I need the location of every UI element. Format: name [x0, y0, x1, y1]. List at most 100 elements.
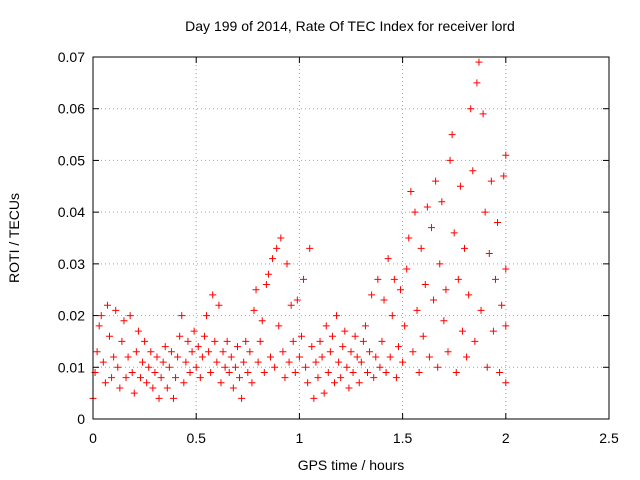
data-point [258, 317, 266, 325]
data-point [370, 374, 378, 382]
data-point [318, 353, 326, 361]
data-point [479, 110, 487, 118]
data-point [427, 224, 435, 232]
data-point [368, 291, 376, 299]
data-point [411, 208, 419, 216]
data-point [293, 296, 301, 304]
data-point [384, 255, 392, 263]
data-point [275, 322, 283, 330]
data-point [122, 374, 130, 382]
y-tick-label: 0.04 [58, 204, 85, 220]
data-point [198, 353, 206, 361]
data-point [229, 384, 237, 392]
data-point [186, 368, 194, 376]
data-point [415, 368, 423, 376]
data-point [343, 363, 351, 371]
data-point [419, 332, 427, 340]
y-tick-label: 0.02 [58, 308, 85, 324]
data-point [502, 379, 510, 387]
data-point [386, 353, 394, 361]
data-point [254, 358, 262, 366]
data-point [172, 374, 180, 382]
data-point [151, 368, 159, 376]
data-point [477, 306, 485, 314]
data-point [401, 322, 409, 330]
data-point [242, 337, 250, 345]
data-point [430, 296, 438, 304]
data-point [271, 363, 279, 371]
data-point [349, 368, 357, 376]
data-point [330, 379, 338, 387]
data-point [163, 384, 171, 392]
data-point [112, 306, 120, 314]
data-point [279, 348, 287, 356]
y-axis-label: ROTI / TECUs [6, 193, 22, 283]
data-point [143, 379, 151, 387]
data-point [219, 348, 227, 356]
data-point [399, 358, 407, 366]
data-point [217, 379, 225, 387]
data-point [326, 348, 334, 356]
data-point [260, 368, 268, 376]
x-tick-label: 0 [89, 430, 97, 446]
data-point [236, 374, 244, 382]
data-point [300, 275, 308, 283]
data-point [380, 296, 388, 304]
data-point [465, 291, 473, 299]
data-point [120, 317, 128, 325]
data-point [308, 343, 316, 351]
data-point [209, 291, 217, 299]
data-point [337, 374, 345, 382]
data-point [99, 358, 107, 366]
data-point [491, 275, 499, 283]
data-point [149, 384, 157, 392]
data-point [322, 322, 330, 330]
data-point [264, 270, 272, 278]
data-point [500, 172, 508, 180]
plot-frame [92, 56, 610, 420]
data-point [180, 379, 188, 387]
data-point [106, 332, 114, 340]
data-point [101, 379, 109, 387]
data-point [494, 218, 502, 226]
data-point [444, 348, 452, 356]
data-point [355, 379, 363, 387]
data-point [481, 208, 489, 216]
data-point [147, 348, 155, 356]
data-point [227, 353, 235, 361]
data-point [178, 312, 186, 320]
grid-lines [93, 57, 609, 419]
data-point [169, 394, 177, 402]
data-point [116, 384, 124, 392]
data-point [291, 368, 299, 376]
data-point [157, 374, 165, 382]
data-point [351, 332, 359, 340]
data-point [248, 379, 256, 387]
data-point [159, 358, 167, 366]
data-point [124, 353, 132, 361]
data-point [407, 187, 415, 195]
data-point [458, 327, 466, 335]
data-point [473, 79, 481, 87]
data-point [190, 327, 198, 335]
axis-ticks: 0 0.01 0.02 0.03 0.04 0.05 0.06 0.07 0 0.5 1 1.5 2 2.… [58, 49, 619, 446]
y-tick-label: 0.07 [58, 49, 85, 65]
data-point [461, 244, 469, 252]
data-point [192, 363, 200, 371]
data-point [304, 379, 312, 387]
data-point [483, 363, 491, 371]
data-point [345, 384, 353, 392]
data-point [341, 327, 349, 335]
data-point [285, 358, 293, 366]
y-tick-label: 0.01 [58, 359, 85, 375]
data-point [165, 363, 173, 371]
data-point [188, 348, 196, 356]
data-point [438, 198, 446, 206]
data-point [281, 374, 289, 382]
data-point [211, 337, 219, 345]
data-point [413, 306, 421, 314]
data-point [421, 281, 429, 289]
y-tick-label: 0.06 [58, 101, 85, 117]
data-point [359, 337, 367, 345]
data-point [475, 58, 483, 66]
